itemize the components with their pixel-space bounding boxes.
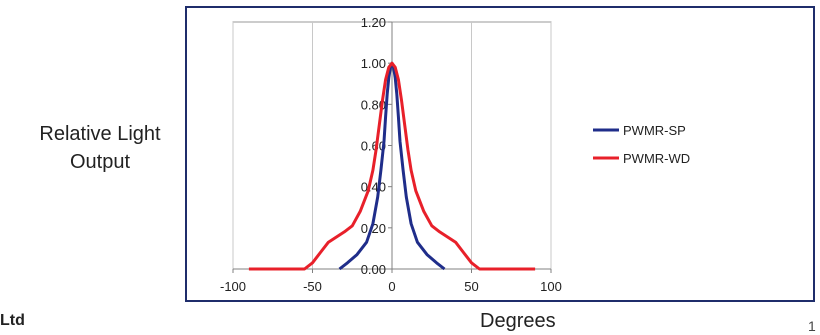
chart-frame: 0.00 0.20 0.40 0.60 0.80 1.00 1.20 -100 -50 0 50 10… <box>185 6 815 302</box>
y-tick-label: 0.60 <box>361 139 386 154</box>
y-tick-label: 1.00 <box>361 56 386 71</box>
legend-label: PWMR-WD <box>623 151 690 166</box>
y-tick-label: 0.20 <box>361 221 386 236</box>
y-tick-label: 0.40 <box>361 180 386 195</box>
footer-company-fragment: Ltd <box>0 312 25 329</box>
legend-label: PWMR-SP <box>623 123 686 138</box>
line-chart: 0.00 0.20 0.40 0.60 0.80 1.00 1.20 -100 -50 0 50 10… <box>220 15 690 294</box>
y-axis-label: Relative Light Output <box>20 120 180 176</box>
x-tick-label: 50 <box>464 279 478 294</box>
x-tick-label: -100 <box>220 279 246 294</box>
page-number: 1 <box>808 318 816 334</box>
y-axis-label-line2: Output <box>69 151 131 173</box>
x-axis-label: Degrees <box>480 310 556 332</box>
x-tick-label: 100 <box>540 279 562 294</box>
y-tick-label: 0.80 <box>361 97 386 112</box>
series-line-pwmr-wd <box>248 61 536 271</box>
x-tick-label: 0 <box>388 279 395 294</box>
y-tick-label: 0.00 <box>361 262 386 277</box>
y-tick-label: 1.20 <box>361 15 386 30</box>
y-axis-label-line1: Relative Light <box>39 123 161 145</box>
x-tick-label: -50 <box>303 279 322 294</box>
